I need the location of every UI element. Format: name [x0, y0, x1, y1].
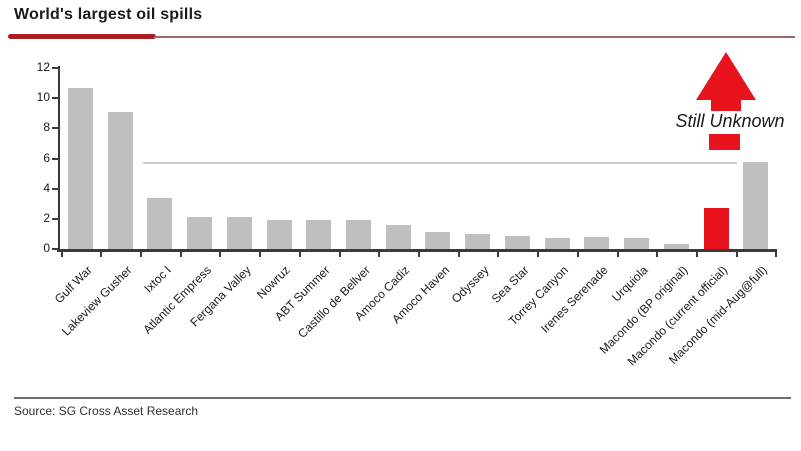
- y-axis-tick: [52, 97, 58, 100]
- x-axis-tick: [576, 252, 579, 257]
- x-axis-line: [57, 249, 777, 252]
- y-axis-label: 12: [36, 60, 50, 74]
- x-axis-tick: [100, 252, 103, 257]
- x-axis-tick: [775, 252, 778, 257]
- x-axis-tick: [298, 252, 301, 257]
- y-axis-label: 8: [43, 120, 50, 135]
- x-axis-tick: [497, 252, 500, 257]
- x-axis-tick: [60, 252, 63, 257]
- up-arrow-head-icon: [696, 52, 756, 100]
- y-axis-tick: [52, 127, 58, 130]
- y-axis-label: 4: [43, 180, 50, 195]
- bar: [346, 220, 372, 249]
- up-arrow-stem-top: [711, 99, 741, 111]
- up-arrow-stem-bottom: [709, 134, 740, 150]
- y-axis-tick: [52, 217, 58, 220]
- x-axis-tick: [338, 252, 341, 257]
- y-axis-label: 2: [43, 210, 50, 225]
- x-axis-label: Nowruz: [254, 263, 294, 302]
- y-axis-tick: [52, 157, 58, 160]
- x-axis-tick: [219, 252, 222, 257]
- x-axis-tick: [259, 252, 262, 257]
- title-underline-accent: [8, 34, 156, 39]
- y-axis-label: 6: [43, 150, 50, 165]
- bar: [266, 220, 292, 249]
- bar: [584, 236, 610, 249]
- x-axis-label: Lakeview Gusher: [58, 263, 135, 339]
- x-axis-tick: [457, 252, 460, 257]
- y-axis-tick: [52, 248, 58, 250]
- y-axis-tick: [52, 187, 58, 190]
- x-axis-tick: [696, 252, 699, 257]
- x-axis-tick: [378, 252, 381, 257]
- bar: [187, 216, 213, 249]
- bar: [743, 162, 769, 249]
- y-axis-tick: [52, 67, 58, 69]
- x-axis-label: Castillo de Bellver: [294, 263, 373, 341]
- source-text: Source: SG Cross Asset Research: [14, 404, 199, 418]
- bar: [107, 111, 133, 249]
- bar: [68, 87, 93, 249]
- title-underline-extension: [154, 36, 795, 38]
- bar: [544, 237, 570, 249]
- bar: [306, 220, 332, 249]
- x-axis-tick: [656, 252, 659, 257]
- bar: [465, 233, 491, 249]
- reference-line: [143, 162, 737, 165]
- bar: [425, 232, 451, 249]
- bar-highlighted: [703, 207, 729, 249]
- x-axis-tick: [417, 252, 420, 257]
- bar: [663, 244, 689, 249]
- x-axis-tick: [537, 252, 540, 257]
- x-axis-tick: [735, 252, 738, 257]
- x-axis-label: Ixtoc I: [141, 263, 174, 296]
- x-axis-tick: [139, 252, 142, 257]
- footer-divider: [14, 397, 791, 399]
- bar: [226, 217, 252, 249]
- y-axis-label: 10: [36, 90, 50, 105]
- bar: [147, 197, 173, 249]
- y-axis-line: [58, 66, 60, 252]
- page-title: World's largest oil spills: [14, 6, 203, 23]
- bar: [624, 238, 650, 249]
- bar: [504, 236, 530, 249]
- x-axis-tick: [179, 252, 182, 257]
- y-axis-label: 0: [43, 241, 50, 255]
- x-axis-label: Odyssey: [448, 263, 492, 306]
- bar: [385, 224, 411, 249]
- annotation-label: Still Unknown: [675, 111, 785, 131]
- x-axis-tick: [616, 252, 619, 257]
